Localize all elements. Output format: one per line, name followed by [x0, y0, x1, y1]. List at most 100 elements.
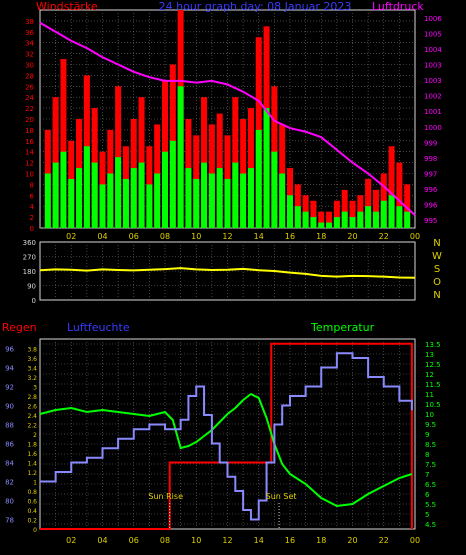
x-tick-label: 10	[191, 232, 201, 241]
x-tick-label: 02	[66, 536, 76, 545]
x-tick-label: 04	[97, 536, 107, 545]
sun-markers: Sun Rise Sun Set	[148, 492, 297, 529]
temperature-tick-label: 11	[425, 391, 434, 399]
temperature-tick-label: 6.5	[425, 481, 436, 489]
wind-bar	[279, 173, 286, 228]
rain-tick-label: 1.6	[27, 451, 37, 458]
wind-bar	[169, 140, 176, 228]
x-tick-label: 16	[285, 536, 295, 545]
direction-tick-label: 0	[32, 297, 36, 305]
temperature-tick-label: 7.5	[425, 461, 436, 469]
wind-bar	[193, 178, 200, 228]
wind-x-ticks: 02 04 06 08 10 12 14 16 18 20 22 00	[66, 232, 420, 241]
wind-bar	[76, 168, 83, 228]
pressure-line	[39, 21, 416, 217]
wind-bar	[99, 184, 106, 228]
x-tick-label: 14	[254, 232, 264, 241]
x-tick-label: 10	[191, 536, 201, 545]
wind-bar	[287, 195, 293, 228]
compass-label: N	[433, 238, 440, 249]
wind-bar	[91, 162, 98, 228]
wind-bar	[326, 222, 333, 228]
wind-tick-label: 36	[25, 29, 34, 37]
wind-bar	[341, 211, 348, 228]
direction-tick-label: 270	[23, 254, 36, 262]
x-tick-label: 00	[410, 232, 420, 241]
pressure-header-label: Luftdruck	[372, 0, 424, 13]
pressure-tick-label: 1003	[424, 62, 442, 70]
bottom-x-ticks: 02 04 06 08 10 12 14 16 18 20 22 00	[66, 536, 420, 545]
sun-rise-label: Sun Rise	[148, 492, 183, 501]
direction-tick-label: 180	[23, 268, 36, 276]
wind-bar	[271, 151, 278, 228]
humidity-axis-ticks: 78 80 82 84 86 88 90 92 94 96	[5, 346, 14, 525]
x-tick-label: 08	[160, 232, 170, 241]
temperature-tick-label: 10.5	[425, 401, 441, 409]
wind-tick-label: 18	[25, 127, 34, 135]
rain-tick-label: 3.8	[27, 347, 37, 354]
pressure-tick-label: 999	[424, 139, 437, 147]
wind-bar	[201, 162, 208, 228]
pressure-tick-label: 997	[424, 171, 437, 179]
rain-tick-label: 3.2	[27, 375, 37, 382]
humidity-tick-label: 90	[5, 403, 14, 411]
temperature-tick-label: 13	[425, 351, 434, 359]
wind-bar	[302, 211, 309, 228]
x-tick-label: 00	[410, 536, 420, 545]
gust-bar	[310, 200, 317, 228]
x-tick-label: 22	[379, 536, 389, 545]
direction-tick-label: 90	[27, 283, 36, 291]
wind-bar	[396, 206, 403, 228]
pressure-axis-ticks: 995 996 996 997 998 999 1000 1001 1002 1003 1003 10…	[424, 15, 442, 225]
wind-bar	[146, 184, 153, 228]
pressure-tick-label: 996	[424, 202, 438, 210]
rain-tick-label: 3.6	[27, 356, 37, 363]
wind-tick-label: 10	[25, 171, 34, 179]
compass-label: S	[434, 264, 440, 275]
compass-label: W	[432, 251, 442, 262]
temperature-axis-ticks: 4.5 5 5.5 6 6.5 7 7.5 8 8.5 9 9.5 10 10.5 11 11.5 12 12.…	[425, 341, 441, 529]
humidity-tick-label: 82	[5, 479, 14, 487]
wind-tick-label: 4	[30, 203, 35, 211]
chart-title: 24 hour graph day: 08 Januar 2023	[159, 0, 352, 13]
gust-bar	[326, 211, 333, 228]
wind-tick-label: 12	[25, 160, 34, 168]
wind-tick-label: 2	[30, 214, 34, 222]
rain-tick-label: 0	[33, 527, 37, 534]
temperature-tick-label: 12.5	[425, 361, 441, 369]
wind-bar	[107, 173, 114, 228]
wind-tick-label: 24	[25, 94, 34, 102]
humidity-label: Luftfeuchte	[67, 321, 130, 334]
wind-bar	[240, 173, 247, 228]
x-tick-label: 12	[222, 232, 232, 241]
rain-tick-label: 0.8	[27, 489, 37, 496]
temperature-tick-label: 10	[425, 411, 434, 419]
pressure-tick-label: 1000	[424, 124, 442, 132]
gust-bar	[349, 200, 356, 228]
temperature-tick-label: 12	[425, 371, 434, 379]
humidity-tick-label: 84	[5, 460, 14, 468]
rain-tick-label: 3.4	[27, 366, 37, 373]
rain-tick-label: 1.2	[27, 470, 37, 477]
x-tick-label: 06	[129, 232, 139, 241]
temperature-tick-label: 7	[425, 471, 429, 479]
pressure-tick-label: 1005	[424, 30, 442, 38]
temperature-tick-label: 5.5	[425, 501, 436, 509]
wind-bar	[247, 168, 254, 228]
wind-bar	[130, 168, 137, 228]
rain-tick-label: 2.8	[27, 394, 37, 401]
rain-tick-label: 1.4	[27, 461, 37, 468]
gust-bar	[372, 189, 379, 228]
x-tick-label: 20	[347, 536, 357, 545]
x-tick-label: 18	[316, 232, 326, 241]
humidity-tick-label: 78	[5, 517, 14, 525]
rain-tick-label: 2.4	[27, 413, 37, 420]
gust-bar	[60, 59, 67, 228]
temperature-tick-label: 9	[425, 431, 429, 439]
wind-bar	[83, 146, 90, 228]
sun-set-label: Sun Set	[266, 492, 297, 501]
